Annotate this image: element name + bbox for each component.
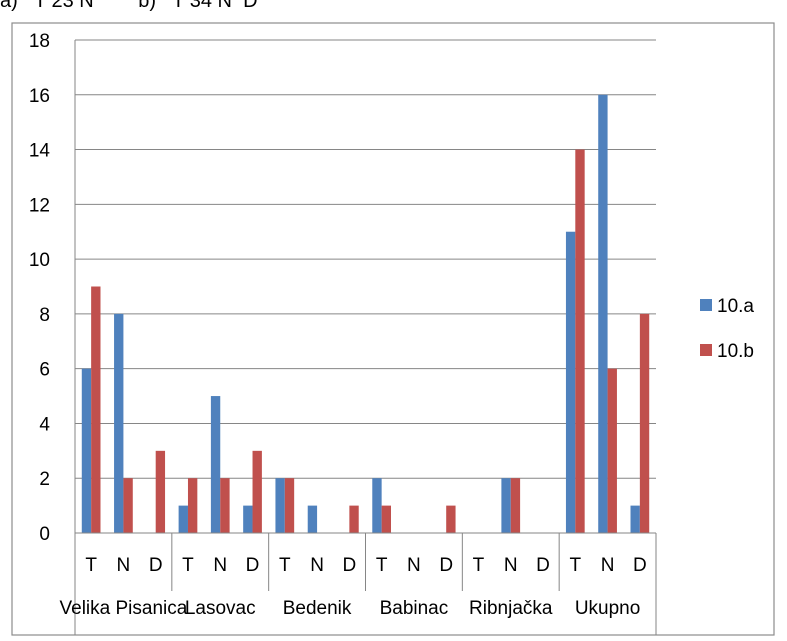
x-subcategory-label: D (149, 555, 163, 576)
y-tick-label: 16 (29, 86, 50, 107)
bar-10a-6 (243, 505, 253, 533)
x-subcategory-label: N (504, 555, 518, 576)
x-subcategory-label: N (407, 555, 421, 576)
bar-10b-7 (284, 478, 295, 533)
x-subcategory-label: D (439, 555, 453, 576)
gridlines (75, 39, 656, 479)
x-subcategory-label: T (473, 555, 485, 576)
bar-10a-14 (501, 478, 511, 533)
bar-10b-4 (187, 478, 198, 533)
chart-border (11, 22, 775, 636)
bar-10b-9 (349, 505, 359, 533)
y-tick-labels: 0 2 4 6 8 10 12 14 16 18 (29, 31, 51, 545)
x-group-label: Ukupno (575, 598, 641, 619)
y-tick-label: 18 (29, 31, 50, 52)
y-tick-label: 0 (39, 524, 50, 545)
x-subcategory-label: N (117, 555, 131, 576)
x-subcategory-label: D (246, 555, 260, 576)
bar-10a-4 (178, 505, 188, 533)
legend-swatch (700, 299, 712, 311)
bar-10b-2 (123, 478, 133, 533)
legend-swatch (700, 344, 712, 356)
bar-10b-14 (510, 478, 521, 533)
bar-10b-17 (607, 368, 617, 533)
x-subcategory-label: D (342, 555, 356, 576)
x-subcategory-label: N (601, 555, 615, 576)
bar-10a-10 (372, 478, 382, 533)
x-subcategory-label: T (570, 555, 582, 576)
bar-10b-18 (639, 313, 650, 533)
x-subcategory-label: T (279, 555, 291, 576)
bar-10a-8 (307, 505, 318, 533)
bar-10b-1 (91, 286, 101, 533)
legend: 10.a 10.b (700, 296, 754, 362)
bar-10a-5 (210, 396, 221, 533)
y-tick-label: 2 (39, 469, 50, 490)
bar-10b-16 (575, 149, 585, 534)
legend-label: 10.b (717, 341, 754, 362)
x-subcategory-label: T (182, 555, 194, 576)
bar-10b-10 (381, 505, 391, 533)
bar-10b-3 (155, 450, 166, 533)
x-subcategory-label: T (85, 555, 97, 576)
y-tick-label: 6 (39, 360, 50, 381)
x-subcategory-label: D (536, 555, 550, 576)
bars (81, 94, 650, 534)
y-tick-label: 10 (29, 250, 50, 271)
x-group-label: Velika Pisanica (60, 598, 188, 619)
bar-10a-17 (598, 94, 608, 534)
y-tick-label: 14 (29, 141, 51, 162)
bar-10a-1 (81, 368, 92, 533)
x-subcategory-label: N (310, 555, 324, 576)
bar-10a-18 (630, 505, 640, 533)
bar-10a-2 (114, 313, 124, 533)
bar-10a-7 (275, 478, 285, 533)
x-group-label: Babinac (380, 598, 449, 619)
top-caption: a) T 23 N b) T 34 N D (0, 0, 258, 12)
x-group-label: Lasovac (185, 598, 256, 619)
x-group-label: Bedenik (283, 598, 352, 619)
x-subcategory-label: T (376, 555, 388, 576)
bar-10a-16 (565, 231, 576, 533)
y-tick-label: 4 (39, 414, 50, 435)
y-tick-label: 8 (39, 305, 50, 326)
legend-label: 10.a (717, 296, 754, 317)
bar-10b-6 (252, 450, 262, 533)
bar-10b-12 (446, 505, 456, 533)
y-tick-label: 12 (29, 195, 50, 216)
x-group-label: Ribnjačka (469, 598, 553, 619)
x-subcategory-label: D (633, 555, 647, 576)
x-subcategory-label: N (213, 555, 227, 576)
bar-10b-5 (220, 478, 230, 533)
